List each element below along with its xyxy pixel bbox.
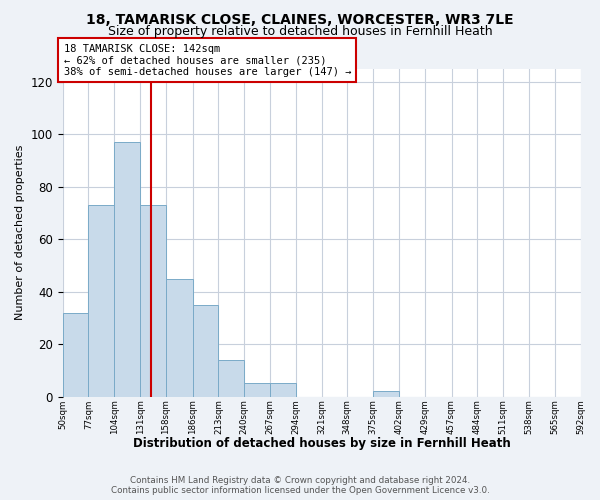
- Text: 18 TAMARISK CLOSE: 142sqm
← 62% of detached houses are smaller (235)
38% of semi: 18 TAMARISK CLOSE: 142sqm ← 62% of detac…: [64, 44, 351, 77]
- Bar: [62, 312, 88, 396]
- Text: Size of property relative to detached houses in Fernhill Heath: Size of property relative to detached ho…: [107, 25, 493, 38]
- Text: 18, TAMARISK CLOSE, CLAINES, WORCESTER, WR3 7LE: 18, TAMARISK CLOSE, CLAINES, WORCESTER, …: [86, 12, 514, 26]
- Bar: [166, 278, 193, 396]
- Bar: [88, 205, 114, 396]
- Bar: [140, 205, 166, 396]
- Bar: [114, 142, 140, 396]
- Bar: [373, 392, 399, 396]
- Y-axis label: Number of detached properties: Number of detached properties: [15, 145, 25, 320]
- Bar: [270, 384, 296, 396]
- X-axis label: Distribution of detached houses by size in Fernhill Heath: Distribution of detached houses by size …: [133, 437, 511, 450]
- Bar: [218, 360, 244, 397]
- Text: Contains HM Land Registry data © Crown copyright and database right 2024.: Contains HM Land Registry data © Crown c…: [130, 476, 470, 485]
- Bar: [581, 392, 600, 396]
- Bar: [244, 384, 270, 396]
- Text: Contains public sector information licensed under the Open Government Licence v3: Contains public sector information licen…: [110, 486, 490, 495]
- Bar: [193, 305, 218, 396]
